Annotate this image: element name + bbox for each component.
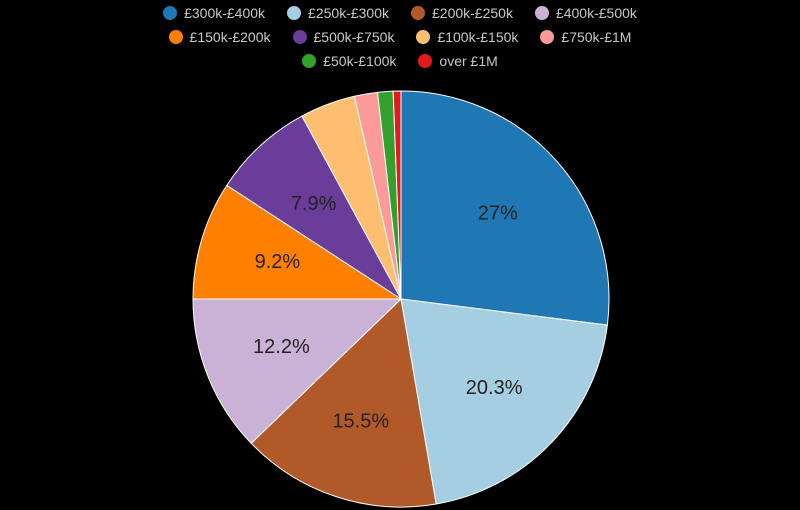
legend-item[interactable]: £100k-£150k	[416, 29, 518, 45]
legend-label: £250k-£300k	[308, 5, 389, 21]
legend-item[interactable]: £250k-£300k	[287, 5, 389, 21]
legend-swatch	[168, 30, 183, 44]
slice-data-label: 20.3%	[466, 377, 523, 399]
legend-label: £400k-£500k	[555, 5, 637, 21]
slice-data-label: 7.9%	[291, 193, 337, 215]
legend-label: £50k-£100k	[323, 53, 397, 69]
legend-label: over £1M	[439, 53, 498, 69]
pie-slice[interactable]	[392, 90, 402, 300]
legend-item[interactable]: £150k-£200k	[168, 29, 271, 45]
legend-item[interactable]: £400k-£500k	[534, 5, 637, 21]
legend-item[interactable]: £50k-£100k	[302, 53, 396, 69]
slice-data-label: 27%	[478, 203, 518, 225]
legend-row: £300k-£400k £250k-£300k £200k-£250k £400k-£…	[0, 2, 800, 24]
legend-swatch	[287, 6, 302, 20]
legend-label: £150k-£200k	[189, 29, 271, 45]
legend-swatch	[418, 54, 433, 68]
legend-item[interactable]: £750k-£1M	[540, 29, 631, 45]
legend-row: £150k-£200k £500k-£750k £100k-£150k £750k-£…	[0, 26, 800, 48]
legend-label: £200k-£250k	[432, 5, 513, 21]
legend-swatch	[534, 6, 549, 20]
pie-slice[interactable]	[192, 184, 403, 300]
legend-swatch	[292, 30, 307, 44]
legend-item[interactable]: £200k-£250k	[411, 5, 513, 21]
legend-swatch	[302, 54, 317, 68]
legend-row: £50k-£100k over £1M	[0, 50, 800, 72]
pie-slice[interactable]	[192, 298, 403, 444]
legend-label: £100k-£150k	[437, 29, 519, 45]
pie-slice[interactable]	[400, 90, 610, 326]
slice-data-label: 12.2%	[253, 336, 310, 358]
pie-slice[interactable]	[250, 297, 437, 508]
legend-swatch	[411, 6, 425, 20]
legend-item[interactable]: £500k-£750k	[292, 29, 395, 45]
legend-label: £300k-£400k	[184, 5, 266, 21]
slice-data-label: 15.5%	[332, 411, 389, 433]
legend-swatch	[163, 6, 178, 20]
pie-slice[interactable]	[226, 115, 402, 300]
pie-slice[interactable]	[400, 298, 608, 505]
legend-swatch	[416, 30, 431, 44]
legend-item[interactable]: £300k-£400k	[163, 5, 265, 21]
slice-data-label: 9.2%	[255, 251, 301, 273]
legend-label: £750k-£1M	[561, 29, 632, 45]
legend-label: £500k-£750k	[313, 29, 395, 45]
legend-swatch	[540, 30, 555, 44]
legend-item[interactable]: over £1M	[418, 53, 498, 69]
